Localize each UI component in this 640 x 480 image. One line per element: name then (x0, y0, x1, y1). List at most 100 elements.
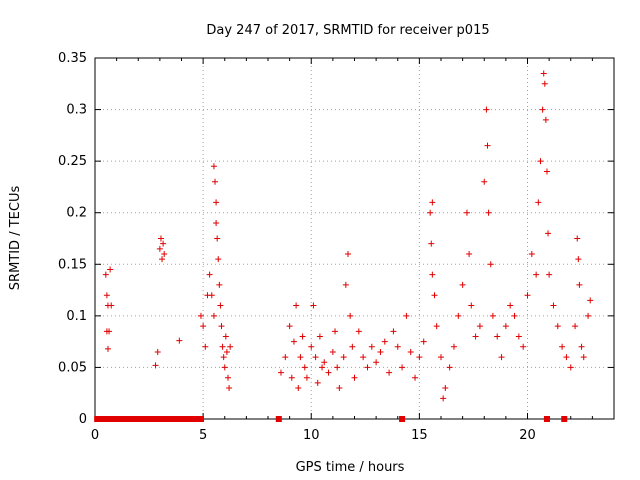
zero-point (543, 416, 550, 422)
zero-point (137, 416, 144, 422)
data-point (156, 245, 163, 252)
y-axis-ticks: 0 0.05 0.1 0.15 0.2 0.25 0.3 0.35 (58, 51, 614, 427)
data-point (303, 374, 310, 381)
data-point (546, 271, 553, 278)
data-point (217, 302, 224, 309)
data-point (498, 354, 505, 361)
data-point (524, 292, 531, 299)
data-point (107, 266, 114, 273)
zero-point (167, 416, 174, 422)
zero-point (163, 416, 170, 422)
data-point (528, 250, 535, 257)
data-point (215, 256, 222, 263)
y-tick-label: 0.3 (66, 103, 87, 118)
data-point (507, 302, 514, 309)
data-point (420, 338, 427, 345)
zero-point (172, 416, 179, 422)
data-point (355, 328, 362, 335)
data-point (476, 323, 483, 330)
data-point (483, 106, 490, 113)
data-point (221, 364, 228, 371)
data-point (210, 312, 217, 319)
data-point (485, 209, 492, 216)
zero-point (133, 416, 140, 422)
data-point (314, 379, 321, 386)
data-point (390, 328, 397, 335)
data-point (340, 354, 347, 361)
data-point (216, 281, 223, 288)
data-point (325, 369, 332, 376)
data-point (580, 354, 587, 361)
x-tick-label: 0 (91, 428, 99, 443)
data-point (427, 209, 434, 216)
data-point (364, 364, 371, 371)
data-point (329, 348, 336, 355)
data-point (554, 323, 561, 330)
data-points (102, 70, 594, 402)
data-point (438, 354, 444, 361)
data-point (431, 292, 438, 299)
data-point (442, 385, 449, 392)
data-point (481, 178, 488, 185)
data-point (543, 168, 550, 175)
y-tick-label: 0.2 (66, 206, 87, 221)
data-point (550, 302, 557, 309)
data-point (345, 250, 352, 257)
data-point (575, 256, 582, 263)
data-point (154, 348, 161, 355)
data-point (102, 271, 109, 278)
data-point (227, 343, 234, 350)
data-point (587, 297, 594, 304)
data-point (360, 354, 367, 361)
data-point (576, 281, 583, 288)
data-point (563, 354, 570, 361)
zero-point (193, 416, 200, 422)
plot-frame (94, 57, 615, 420)
data-point (214, 235, 221, 242)
data-point (104, 345, 111, 352)
data-point (403, 312, 410, 319)
data-point (578, 343, 585, 350)
data-point (572, 323, 579, 330)
data-point (515, 333, 522, 340)
data-point (299, 333, 306, 340)
data-point (208, 292, 215, 299)
data-point (494, 333, 501, 340)
data-point (541, 80, 548, 87)
data-point (223, 348, 230, 355)
data-point (472, 333, 479, 340)
data-point (511, 312, 518, 319)
data-point (218, 323, 225, 330)
x-tick-label: 20 (519, 428, 536, 443)
data-point (342, 281, 349, 288)
x-axis-ticks: 0 5 10 15 20 (91, 58, 593, 443)
data-point (520, 343, 527, 350)
data-point (206, 271, 213, 278)
zero-point (154, 416, 161, 422)
data-point (321, 359, 328, 366)
data-point (297, 354, 304, 361)
data-point (347, 312, 354, 319)
x-tick-label: 15 (411, 428, 428, 443)
y-tick-label: 0.35 (58, 51, 87, 66)
y-tick-label: 0.25 (58, 154, 87, 169)
data-point (334, 364, 341, 371)
zero-point (150, 416, 157, 422)
data-point (336, 385, 343, 392)
data-point (288, 374, 295, 381)
data-point (286, 323, 293, 330)
data-point (429, 199, 436, 206)
data-point (332, 328, 339, 335)
data-point (212, 178, 219, 185)
zero-point (128, 416, 135, 422)
data-point (455, 312, 462, 319)
data-point (585, 312, 592, 319)
data-point (226, 385, 233, 392)
zero-point (124, 416, 131, 422)
data-point (310, 302, 317, 309)
data-point (545, 230, 552, 237)
data-point (381, 338, 388, 345)
data-point (540, 70, 547, 77)
data-point (108, 302, 115, 309)
data-point (159, 256, 166, 263)
